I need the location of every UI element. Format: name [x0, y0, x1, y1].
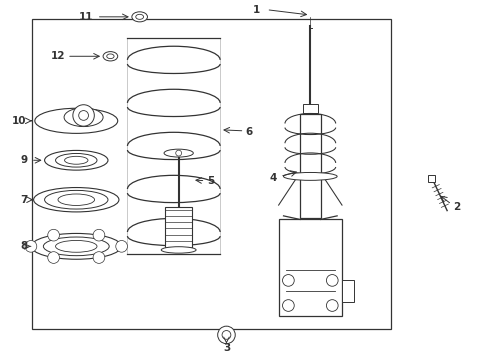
Circle shape: [93, 252, 104, 264]
Ellipse shape: [44, 190, 108, 209]
Ellipse shape: [283, 172, 336, 180]
Circle shape: [217, 326, 235, 344]
Text: 5: 5: [206, 176, 214, 186]
Circle shape: [222, 330, 230, 339]
Circle shape: [79, 111, 88, 120]
Ellipse shape: [106, 54, 114, 59]
Bar: [341, 280, 353, 302]
Text: 8: 8: [20, 241, 28, 251]
Ellipse shape: [58, 194, 94, 206]
Text: 7: 7: [20, 195, 28, 205]
Ellipse shape: [34, 188, 119, 212]
Ellipse shape: [64, 108, 103, 127]
Text: 11: 11: [79, 12, 93, 22]
Circle shape: [326, 275, 337, 286]
Circle shape: [48, 229, 60, 241]
Circle shape: [175, 150, 181, 156]
Circle shape: [282, 275, 294, 286]
Circle shape: [93, 229, 104, 241]
Text: 12: 12: [51, 51, 65, 61]
Ellipse shape: [136, 14, 143, 19]
Text: 1: 1: [253, 5, 260, 15]
Ellipse shape: [35, 108, 118, 134]
Text: 2: 2: [452, 202, 459, 212]
Ellipse shape: [31, 233, 121, 259]
Text: 4: 4: [268, 173, 276, 183]
Bar: [32, 19, 390, 329]
Text: 3: 3: [223, 343, 230, 353]
Bar: [427, 175, 435, 181]
Bar: [278, 220, 341, 316]
Bar: [300, 114, 320, 218]
Ellipse shape: [103, 51, 118, 61]
Bar: [303, 104, 317, 113]
Circle shape: [25, 240, 37, 252]
Text: 9: 9: [20, 155, 28, 165]
Text: 6: 6: [245, 127, 252, 136]
Ellipse shape: [56, 153, 97, 167]
Text: 10: 10: [12, 116, 26, 126]
Circle shape: [73, 105, 94, 126]
Circle shape: [326, 300, 337, 311]
Ellipse shape: [161, 247, 196, 253]
Circle shape: [116, 240, 127, 252]
Bar: [165, 207, 192, 250]
Ellipse shape: [43, 237, 109, 256]
Ellipse shape: [132, 12, 147, 22]
Circle shape: [282, 300, 294, 311]
Ellipse shape: [44, 150, 108, 170]
Ellipse shape: [163, 149, 193, 157]
Ellipse shape: [64, 156, 88, 164]
Ellipse shape: [56, 240, 97, 252]
Circle shape: [48, 252, 60, 264]
